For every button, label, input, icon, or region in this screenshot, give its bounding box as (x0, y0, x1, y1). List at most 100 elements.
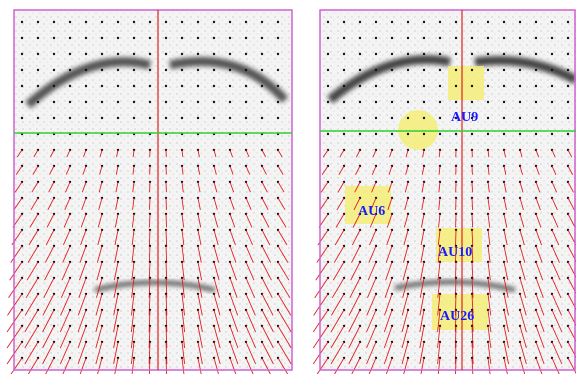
flow-dot (535, 37, 537, 39)
flow-dot (567, 133, 569, 135)
flow-vector (166, 214, 167, 227)
flow-dot (375, 53, 377, 55)
flow-dot (551, 53, 553, 55)
flow-vector (472, 198, 473, 210)
flow-dot (503, 69, 505, 71)
flow-dot (165, 117, 167, 119)
flow-dot (85, 37, 87, 39)
flow-dot (213, 69, 215, 71)
flow-dot (197, 85, 199, 87)
flow-dot (37, 101, 39, 103)
flow-dot (343, 85, 345, 87)
flow-dot (455, 101, 457, 103)
flow-dot (503, 101, 505, 103)
flow-dot (133, 101, 135, 103)
flow-dot (471, 133, 473, 135)
flow-dot (439, 37, 441, 39)
flow-dot (213, 85, 215, 87)
flow-dot (423, 69, 425, 71)
flow-dot (535, 21, 537, 23)
flow-dot (455, 21, 457, 23)
flow-dot (487, 101, 489, 103)
flow-dot (245, 53, 247, 55)
flow-dot (391, 69, 393, 71)
flow-dot (197, 21, 199, 23)
flow-dot (117, 69, 119, 71)
flow-dot (343, 21, 345, 23)
flow-dot (471, 69, 473, 71)
flow-dot (181, 117, 183, 119)
flow-dot (439, 133, 441, 135)
flow-dot (165, 21, 167, 23)
flow-dot (407, 133, 409, 135)
flow-dot (471, 37, 473, 39)
flow-dot (375, 133, 377, 135)
flow-dot (503, 117, 505, 119)
flow-dot (53, 101, 55, 103)
flow-dot (165, 101, 167, 103)
flow-dot (165, 37, 167, 39)
flow-dot (391, 53, 393, 55)
flow-dot (375, 101, 377, 103)
flow-vector (149, 230, 150, 245)
au-label: AU26 (440, 309, 474, 324)
flow-dot (359, 53, 361, 55)
flow-dot (229, 53, 231, 55)
flow-dot (165, 85, 167, 87)
flow-dot (407, 69, 409, 71)
flow-dot (277, 53, 279, 55)
flow-dot (567, 69, 569, 71)
flow-dot (197, 101, 199, 103)
flow-dot (149, 69, 151, 71)
flow-dot (567, 85, 569, 87)
flow-dot (551, 69, 553, 71)
flow-dot (439, 53, 441, 55)
flow-dot (503, 37, 505, 39)
flow-dot (455, 37, 457, 39)
flow-dot (439, 69, 441, 71)
flow-dot (423, 133, 425, 135)
flow-dot (69, 53, 71, 55)
flow-dot (229, 85, 231, 87)
flow-dot (37, 85, 39, 87)
flow-dot (567, 53, 569, 55)
flow-dot (229, 21, 231, 23)
flow-dot (85, 85, 87, 87)
flow-dot (69, 101, 71, 103)
flow-dot (117, 117, 119, 119)
flow-dot (503, 133, 505, 135)
flow-dot (423, 85, 425, 87)
flow-dot (551, 21, 553, 23)
flow-dot (359, 101, 361, 103)
flow-dot (149, 85, 151, 87)
flow-dot (69, 21, 71, 23)
flow-dot (213, 117, 215, 119)
flow-dot (455, 133, 457, 135)
flow-dot (327, 117, 329, 119)
flow-dot (117, 85, 119, 87)
flow-dot (519, 101, 521, 103)
flow-dot (53, 85, 55, 87)
flow-dot (407, 21, 409, 23)
flow-dot (261, 69, 263, 71)
flow-dot (487, 21, 489, 23)
flow-dot (245, 37, 247, 39)
flow-dot (343, 101, 345, 103)
flow-dot (197, 53, 199, 55)
au-region (448, 66, 484, 100)
flow-dot (391, 21, 393, 23)
flow-dot (245, 117, 247, 119)
flow-dot (535, 117, 537, 119)
flow-dot (165, 53, 167, 55)
flow-dot (197, 117, 199, 119)
flow-dot (439, 101, 441, 103)
flow-dot (69, 117, 71, 119)
flow-dot (37, 37, 39, 39)
flow-dot (407, 37, 409, 39)
flow-dot (117, 37, 119, 39)
flow-dot (503, 85, 505, 87)
flow-dot (149, 53, 151, 55)
flow-dot (407, 85, 409, 87)
flow-dot (439, 85, 441, 87)
flow-dot (53, 53, 55, 55)
